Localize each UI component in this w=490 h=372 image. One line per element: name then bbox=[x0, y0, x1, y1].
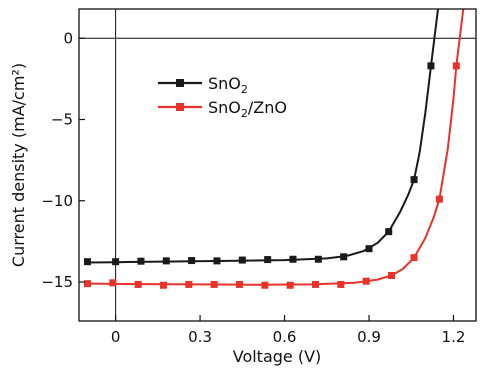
series-line-0 bbox=[87, 9, 439, 264]
series-0-point-8 bbox=[289, 255, 297, 263]
series-1-point-6 bbox=[235, 280, 243, 288]
x-tick-label-1: 0.3 bbox=[188, 328, 212, 346]
legend-marker-1 bbox=[176, 103, 184, 111]
plot-frame bbox=[78, 8, 477, 322]
series-0-point-0 bbox=[83, 258, 91, 266]
tick-layer: 0 0.3 0.6 0.9 1.2 0 −5 −10 −15 bbox=[41, 29, 465, 346]
series-0-point-13 bbox=[410, 176, 418, 184]
y-axis-title: Current density (mA/cm²) bbox=[9, 63, 28, 267]
series-1-point-7 bbox=[261, 281, 269, 289]
y-tick-label-3: −15 bbox=[41, 273, 73, 291]
series-0-point-11 bbox=[365, 245, 373, 253]
series-1-point-15 bbox=[452, 62, 460, 70]
series-1-point-14 bbox=[435, 195, 443, 203]
series-0-point-5 bbox=[213, 257, 221, 265]
series-1-point-5 bbox=[210, 280, 218, 288]
y-tick-label-0: 0 bbox=[63, 29, 73, 47]
series-1-point-13 bbox=[410, 254, 418, 262]
y-tick-label-2: −10 bbox=[41, 192, 73, 210]
series-1-point-2 bbox=[134, 280, 142, 288]
x-tick-label-3: 0.9 bbox=[357, 328, 381, 346]
series-0-point-4 bbox=[188, 257, 196, 265]
x-tick-label-2: 0.6 bbox=[273, 328, 297, 346]
legend-label-1: SnO2/ZnO bbox=[208, 98, 287, 120]
series-1-point-0 bbox=[83, 280, 91, 288]
series-line-1 bbox=[87, 9, 465, 286]
legend-label-0: SnO2 bbox=[208, 74, 248, 96]
series-1-point-9 bbox=[312, 280, 320, 288]
series-0-point-14 bbox=[427, 62, 435, 70]
series-1-point-4 bbox=[185, 280, 193, 288]
series-1-point-10 bbox=[337, 280, 345, 288]
x-tick-label-4: 1.2 bbox=[442, 328, 466, 346]
x-tick-label-0: 0 bbox=[111, 328, 121, 346]
series-1-point-11 bbox=[362, 277, 370, 285]
series-1-point-8 bbox=[286, 281, 294, 289]
series-0-point-2 bbox=[137, 257, 145, 265]
series-0-point-1 bbox=[112, 258, 120, 266]
series-0-point-6 bbox=[238, 256, 246, 264]
series-0-point-12 bbox=[385, 228, 393, 236]
series-0-point-9 bbox=[314, 255, 322, 263]
series-0-point-7 bbox=[264, 256, 272, 264]
series-0-point-3 bbox=[162, 257, 170, 265]
plot-layer bbox=[79, 9, 476, 321]
legend-marker-0 bbox=[176, 79, 184, 87]
y-tick-label-1: −5 bbox=[51, 111, 73, 129]
series-1-point-3 bbox=[159, 281, 167, 289]
series-0-point-10 bbox=[340, 253, 348, 261]
x-axis-title: Voltage (V) bbox=[233, 347, 322, 366]
series-1-point-1 bbox=[109, 279, 117, 287]
series-1-point-12 bbox=[388, 272, 396, 279]
